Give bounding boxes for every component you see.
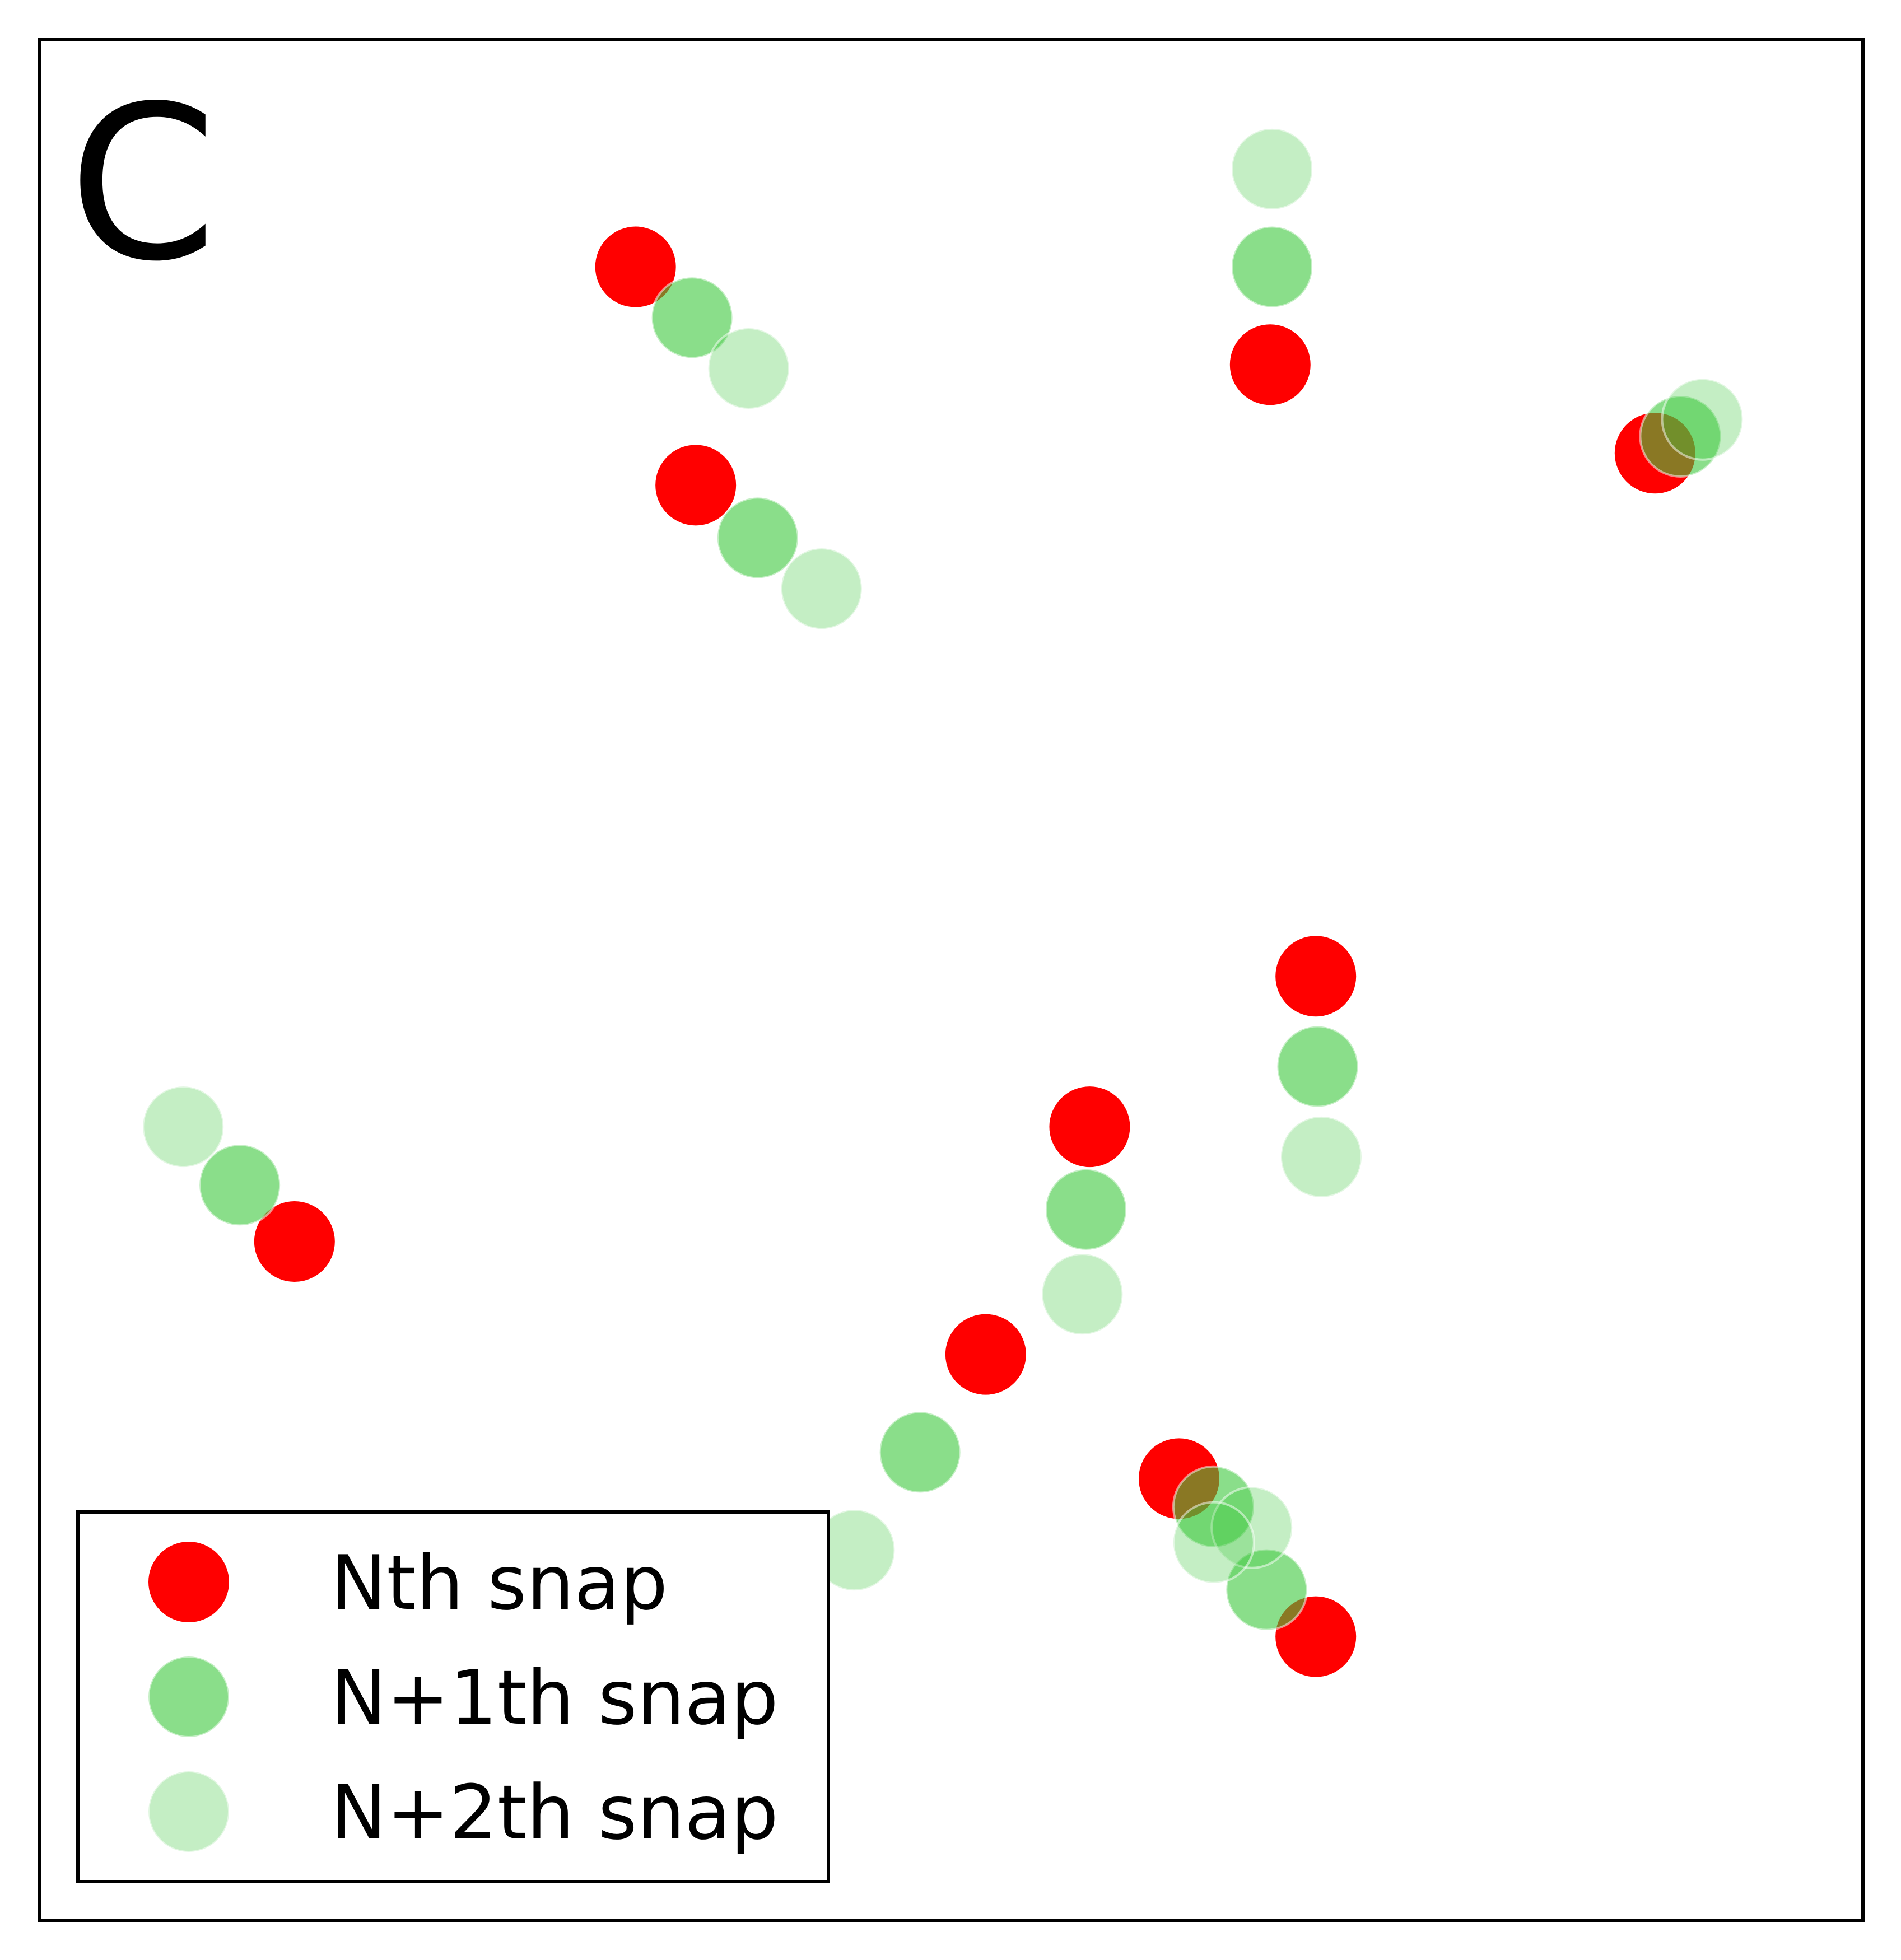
series-3-point-1	[707, 327, 790, 410]
series-3-point-2	[1231, 127, 1314, 211]
series-2-point-8	[878, 1411, 962, 1494]
legend: Nth snap N+1th snap N+2th snap	[76, 1510, 830, 1883]
series-3-point-7	[142, 1085, 225, 1169]
series-1-point-5	[1275, 936, 1357, 1017]
series-2-point-4	[1639, 394, 1722, 478]
series-3-point-4	[1661, 377, 1744, 461]
series-1-point-2	[1229, 324, 1311, 405]
series-1-point-1	[595, 226, 676, 307]
series-2-point-1	[650, 276, 734, 360]
legend-label-3: N+2th snap	[330, 1769, 779, 1856]
series-1-point-8	[945, 1314, 1026, 1395]
series-3-point-3	[780, 547, 863, 631]
legend-marker-2	[147, 1655, 230, 1738]
legend-label-1: Nth snap	[330, 1539, 668, 1627]
series-2-point-7	[198, 1144, 282, 1227]
series-3-point-10	[1172, 1501, 1255, 1584]
series-1-point-6	[1049, 1086, 1130, 1168]
series-1	[254, 226, 1695, 1677]
series-2-point-9	[1172, 1465, 1255, 1548]
series-3	[142, 127, 1744, 1592]
series-3-point-5	[1279, 1115, 1363, 1198]
series-2	[198, 225, 1722, 1631]
chart-marks	[142, 127, 1744, 1677]
axes-frame	[38, 38, 1865, 1922]
series-1-point-7	[254, 1201, 335, 1282]
series-2-point-3	[716, 496, 799, 580]
legend-marker-3	[147, 1770, 230, 1853]
series-1-point-3	[655, 445, 737, 526]
series-2-point-5	[1276, 1025, 1359, 1108]
series-3-point-6	[1041, 1253, 1124, 1336]
series-2-point-6	[1044, 1168, 1127, 1251]
series-2-point-2	[1231, 225, 1314, 309]
legend-label-2: N+1th snap	[330, 1654, 779, 1742]
series-2-point-10	[1225, 1548, 1308, 1631]
panel-letter: C	[68, 60, 217, 308]
legend-marker-1	[148, 1542, 229, 1622]
